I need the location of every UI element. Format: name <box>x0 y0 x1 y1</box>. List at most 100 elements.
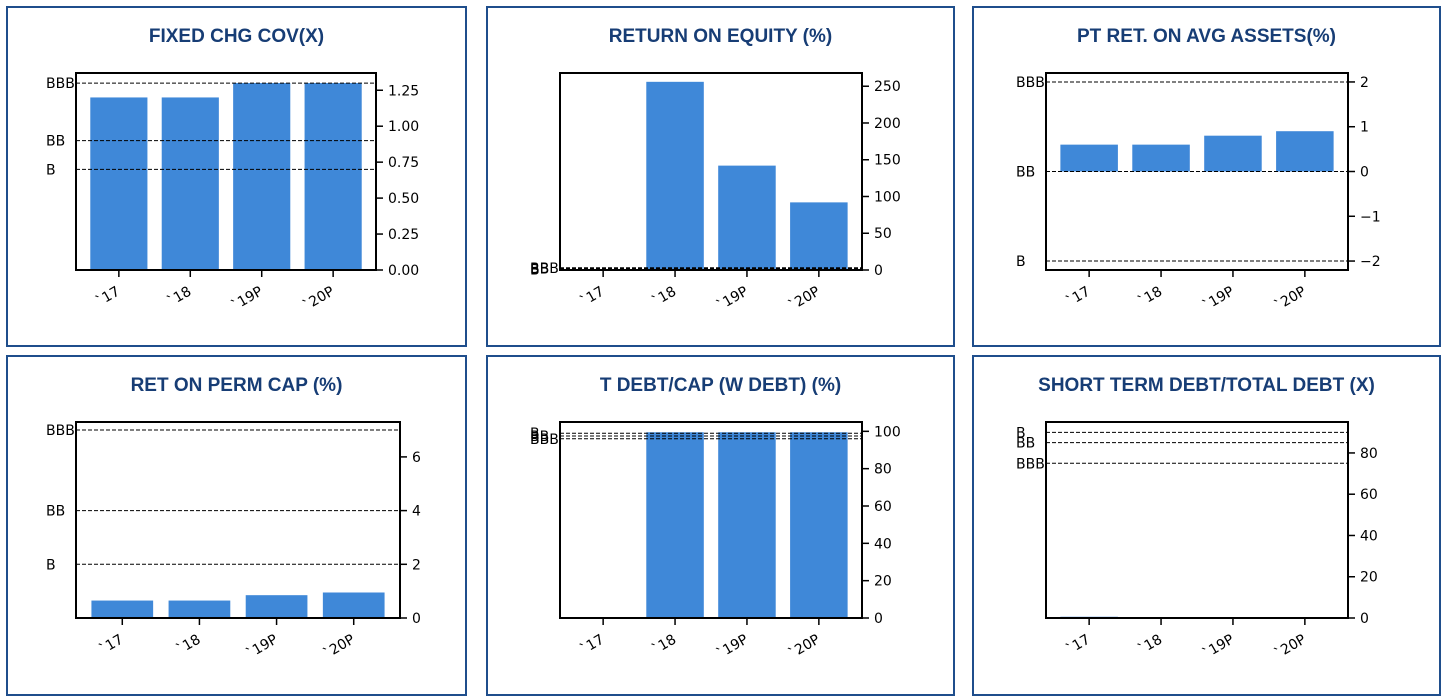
bar <box>233 83 291 270</box>
plot-frame <box>559 72 863 271</box>
y-tick-label: 6 <box>412 450 421 466</box>
y-tick-label: 4 <box>412 504 421 520</box>
bar <box>90 97 148 271</box>
chart-panel-pretax-return-on-avg-assets: PT RET. ON AVG ASSETS(%) BBB BB B −2 −1 0 1 2 `1… <box>972 6 1441 347</box>
reference-label: BBB <box>530 261 559 277</box>
reference-label: BBB <box>530 432 559 448</box>
x-tick-label: `19P <box>1200 632 1237 662</box>
bar <box>790 432 848 618</box>
x-tick-label: `18 <box>650 632 680 658</box>
bar <box>1132 144 1190 172</box>
y-tick-label: 60 <box>1360 487 1378 503</box>
y-tick-label: 40 <box>1360 528 1378 544</box>
y-tick-label: 0 <box>412 611 421 627</box>
reference-label: B <box>530 262 540 278</box>
reference-label: BB <box>46 504 65 520</box>
reference-label: BB <box>46 134 65 150</box>
plot-frame <box>75 421 401 619</box>
x-tick-label: `19P <box>714 632 751 662</box>
y-tick-label: 150 <box>874 153 901 169</box>
y-tick-label: 0 <box>874 611 883 627</box>
reference-label: B <box>46 557 56 573</box>
y-tick-label: 40 <box>874 536 892 552</box>
y-tick-label: 60 <box>874 499 892 515</box>
chart-title: RETURN ON EQUITY (%) <box>608 26 833 47</box>
x-tick-label: `19P <box>714 284 751 314</box>
y-tick-label: 0.75 <box>388 155 419 171</box>
y-tick-label: 20 <box>874 574 892 590</box>
x-tick-label: `19P <box>1200 284 1237 314</box>
bar <box>304 83 362 270</box>
chart-panel-short-term-debt-ratio: SHORT TERM DEBT/TOTAL DEBT (X) B BB BBB 0 20… <box>972 355 1441 696</box>
chart-panel-return-on-perm-cap: RET ON PERM CAP (%) BBB BB B 0 2 4 6 `17 `18 `19P… <box>6 355 467 696</box>
reference-label: BBB <box>46 423 75 439</box>
chart-title: RET ON PERM CAP (%) <box>130 375 343 396</box>
y-tick-label: 0 <box>1360 165 1369 181</box>
reference-label: BB <box>530 262 549 278</box>
chart-panel-fixed-charge-coverage: FIXED CHG COV(X) BBB BB B 0.00 0.25 0.50 0.75 1… <box>6 6 467 347</box>
y-tick-label: 80 <box>1360 446 1378 462</box>
bar <box>168 600 231 618</box>
bar <box>646 432 704 618</box>
reference-label: BB <box>1016 165 1035 181</box>
reference-label: BB <box>1016 436 1035 452</box>
y-tick-label: 200 <box>874 116 901 132</box>
x-tick-label: `20P <box>1272 632 1309 662</box>
y-tick-label: 2 <box>1360 75 1369 91</box>
x-tick-label: `17 <box>578 284 608 310</box>
chart-panel-return-on-equity: RETURN ON EQUITY (%) BBB BB B 0 50 100 150 200 2… <box>486 6 955 347</box>
y-tick-label: 100 <box>874 424 901 440</box>
x-tick-label: `19P <box>244 632 281 662</box>
x-tick-label: `17 <box>93 284 123 310</box>
bar <box>790 202 848 270</box>
bar <box>322 592 385 618</box>
chart-title: T DEBT/CAP (W DEBT) (%) <box>599 375 842 396</box>
y-tick-label: 1.00 <box>388 119 419 135</box>
reference-label: BB <box>530 429 549 445</box>
y-tick-label: 1.25 <box>388 83 419 99</box>
plot-frame <box>1045 421 1349 619</box>
y-tick-label: 250 <box>874 79 901 95</box>
x-tick-label: `18 <box>1136 284 1166 310</box>
x-tick-label: `17 <box>1064 632 1094 658</box>
chart-title: SHORT TERM DEBT/TOTAL DEBT (X) <box>1038 375 1375 396</box>
x-tick-label: `17 <box>578 632 608 658</box>
bar <box>718 432 776 618</box>
bar <box>91 600 154 618</box>
chart-title: PT RET. ON AVG ASSETS(%) <box>1077 26 1336 47</box>
y-tick-label: 0.25 <box>388 227 419 243</box>
reference-label: B <box>1016 254 1026 270</box>
bar <box>1276 131 1334 172</box>
x-tick-label: `18 <box>1136 632 1166 658</box>
y-tick-label: −2 <box>1360 254 1381 270</box>
x-tick-label: `20P <box>786 284 823 314</box>
reference-label: B <box>530 426 540 442</box>
plot-frame <box>559 421 863 619</box>
reference-label: B <box>1016 425 1026 441</box>
x-tick-label: `19P <box>229 284 266 314</box>
y-tick-label: 0 <box>1360 611 1369 627</box>
bar <box>245 595 308 618</box>
chart-title: FIXED CHG COV(X) <box>148 26 325 47</box>
y-tick-label: 0.00 <box>388 263 419 279</box>
chart-panel-total-debt-to-cap: T DEBT/CAP (W DEBT) (%) B BB BBB 0 20 40 60 80 1… <box>486 355 955 696</box>
x-tick-label: `18 <box>174 632 204 658</box>
x-tick-label: `17 <box>97 632 127 658</box>
y-tick-label: −1 <box>1360 209 1381 225</box>
y-tick-label: 0 <box>874 263 883 279</box>
x-tick-label: `18 <box>165 284 195 310</box>
reference-label: BBB <box>46 76 75 92</box>
y-tick-label: 2 <box>412 557 421 573</box>
y-tick-label: 80 <box>874 462 892 478</box>
bar <box>1204 135 1262 172</box>
reference-label: BBB <box>1016 456 1045 472</box>
y-tick-label: 20 <box>1360 570 1378 586</box>
x-tick-label: `17 <box>1064 284 1094 310</box>
bar <box>646 81 704 270</box>
